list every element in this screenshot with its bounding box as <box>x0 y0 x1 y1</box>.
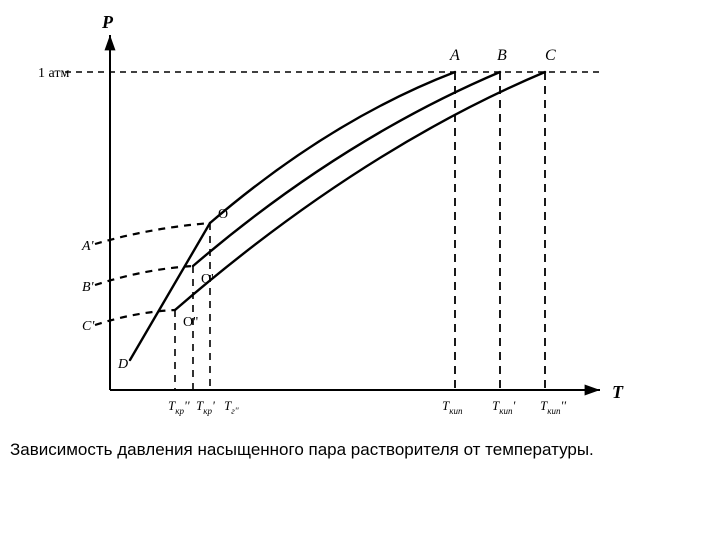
curve-OB <box>193 72 500 266</box>
x-tick-1: Tкр' <box>196 398 215 416</box>
label-D: D <box>117 357 128 372</box>
dashed-ext-A <box>95 223 210 244</box>
label-Bprime: B' <box>82 280 95 295</box>
svg-text:Tкип': Tкип' <box>492 398 515 416</box>
label-Aprime: A' <box>81 239 95 254</box>
x-axis-label: T <box>612 382 624 402</box>
atm-label: 1 атм <box>38 66 69 81</box>
label-O2: O'' <box>183 315 198 330</box>
x-tick-2: Tг'' <box>224 398 240 416</box>
svg-text:Tкр'': Tкр'' <box>168 398 190 416</box>
x-tick-5: Tкип'' <box>540 398 566 416</box>
label-top-B: B <box>497 47 507 64</box>
label-top-A: A <box>449 47 460 64</box>
label-O: O <box>218 207 228 222</box>
x-tick-3: Tкип <box>442 398 463 416</box>
label-Cprime: C' <box>82 319 95 334</box>
y-axis-arrow <box>105 35 116 50</box>
x-tick-0: Tкр'' <box>168 398 190 416</box>
x-axis-arrow <box>585 385 600 396</box>
svg-text:Tкип: Tкип <box>442 398 463 416</box>
diagram-stage: 1 атм A' B' C' D O O' O'' A B C P T Tкр'' Tкр' Tг'' Tкип… <box>0 0 720 540</box>
svg-text:Tкр': Tкр' <box>196 398 215 416</box>
label-O1: O' <box>201 272 214 287</box>
figure-caption: Зависимость давления насыщенного пара ра… <box>0 440 720 460</box>
curve-OA <box>210 72 455 223</box>
dashed-ext-C <box>95 310 175 325</box>
x-tick-4: Tкип' <box>492 398 515 416</box>
curve-OC <box>175 72 545 310</box>
svg-text:Tг'': Tг'' <box>224 398 240 416</box>
svg-text:Tкип'': Tкип'' <box>540 398 566 416</box>
label-top-C: C <box>545 47 556 64</box>
y-axis-label: P <box>101 12 114 32</box>
